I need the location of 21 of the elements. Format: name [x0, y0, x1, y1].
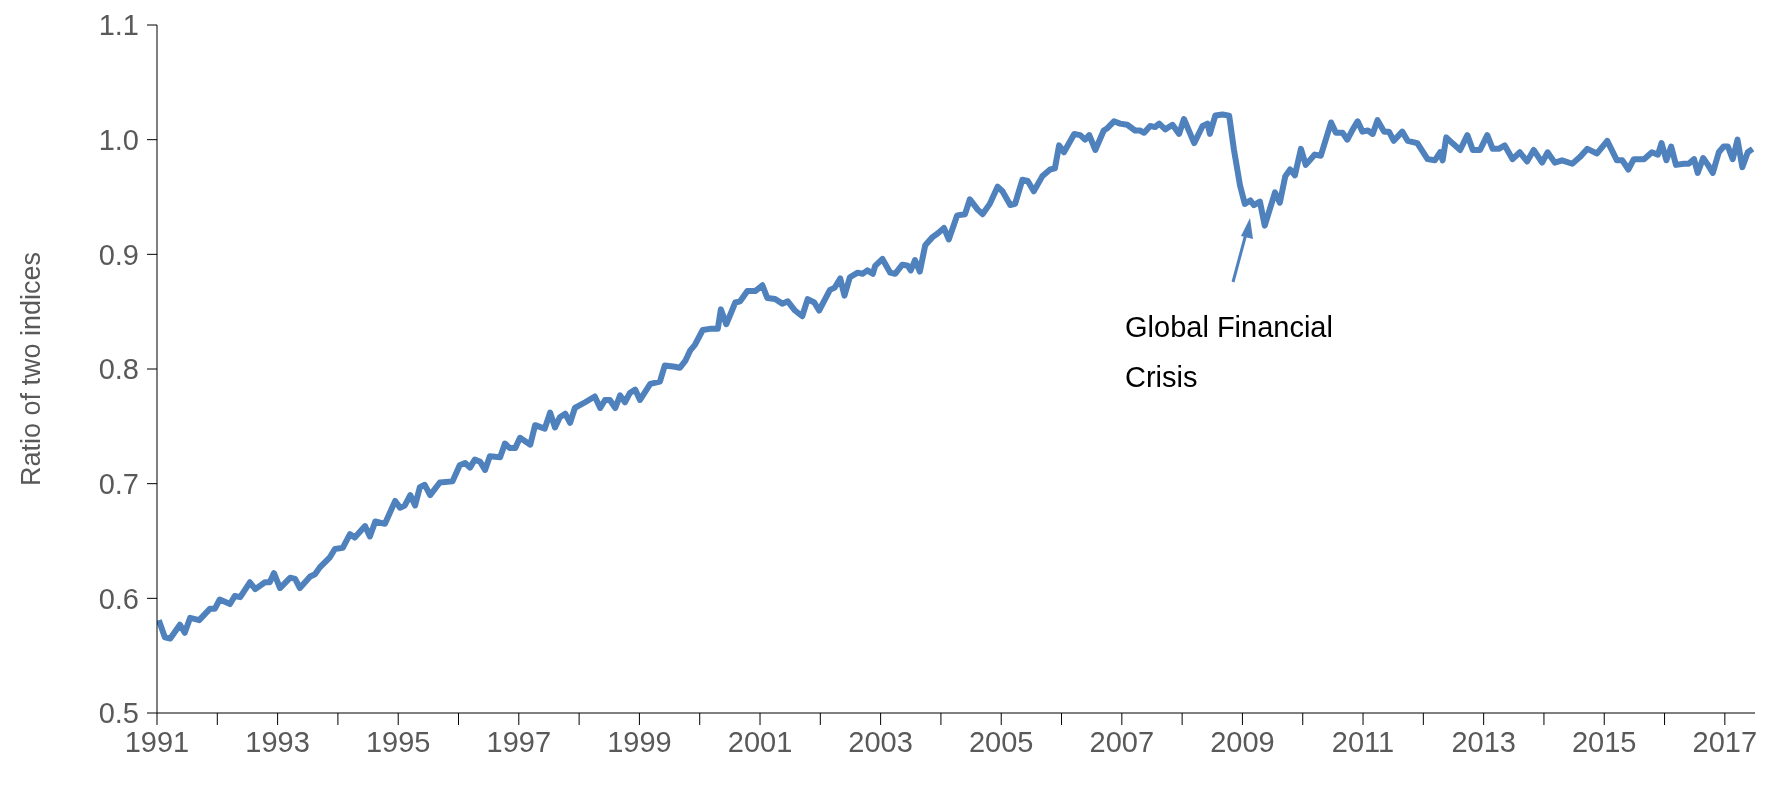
y-tick-label: 1.0	[98, 123, 139, 156]
x-tick-label: 1995	[365, 725, 431, 758]
x-tick-label: 2003	[848, 725, 913, 758]
x-tick-label: 1993	[245, 725, 310, 758]
x-tick-label: 2009	[1210, 725, 1275, 758]
x-tick-label: 2017	[1692, 725, 1758, 758]
y-tick-label: 0.6	[98, 582, 139, 615]
x-tick-label: 2015	[1571, 725, 1637, 758]
x-tick-label: 2013	[1451, 725, 1516, 758]
y-tick-label: 0.8	[98, 353, 139, 386]
y-tick-label: 0.7	[98, 467, 139, 500]
x-tick-label: 2005	[968, 725, 1034, 758]
x-tick-label: 1999	[607, 725, 672, 758]
x-tick-label: 1997	[486, 725, 552, 758]
y-tick-label: 0.9	[98, 238, 139, 271]
y-axis-title: Ratio of two indices	[15, 251, 46, 487]
y-tick-label: 1.1	[98, 9, 139, 42]
x-tick-label: 2007	[1089, 725, 1155, 758]
x-tick-label: 2001	[727, 725, 793, 758]
annotation: Global Financial Crisis	[1125, 310, 1334, 395]
x-tick-label: 2011	[1331, 725, 1395, 758]
